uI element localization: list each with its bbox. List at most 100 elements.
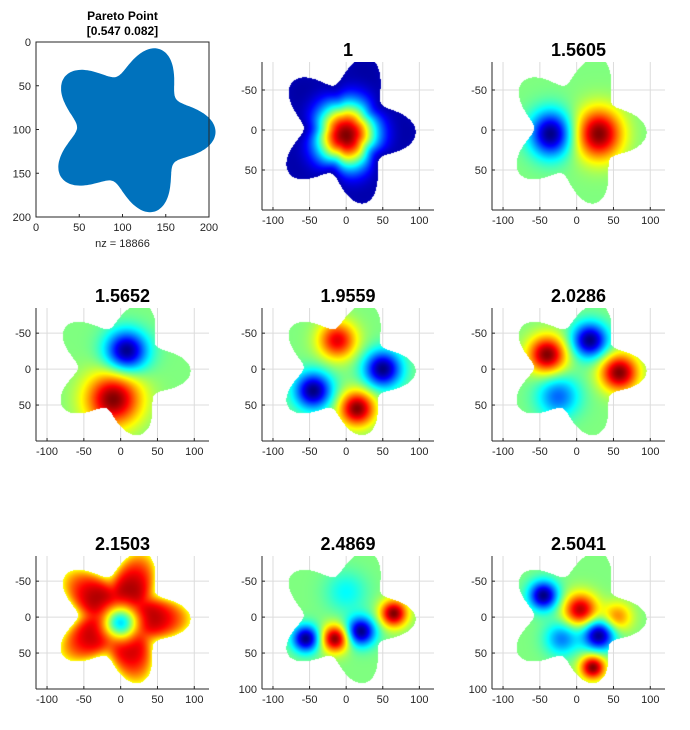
y-tick-label: -50: [471, 328, 487, 340]
panel-title: 2.1503: [95, 534, 150, 554]
y-tick-label: 50: [245, 648, 257, 660]
y-tick-label: -50: [15, 576, 31, 588]
mode-heatmap: [262, 62, 434, 210]
x-tick-label: 50: [377, 694, 389, 706]
subplot-4: -100 -50 0 50 100 -50 0 50 1.5652: [15, 286, 209, 458]
x-tick-label: -100: [492, 694, 514, 706]
y-tick-label: 0: [481, 364, 487, 376]
x-tick-label: 100: [410, 446, 428, 458]
x-tick-label: 0: [574, 446, 580, 458]
y-tick-label: 0: [25, 612, 31, 624]
x-tick-label: 50: [377, 215, 389, 227]
panel-title: 2.5041: [551, 534, 606, 554]
x-tick-label: 100: [641, 446, 659, 458]
y-tick-label: 0: [251, 364, 257, 376]
x-tick-label: -100: [36, 694, 58, 706]
y-tick-label: 0: [251, 612, 257, 624]
subplot-7: -100 -50 0 50 100 -50 0 50 2.1503: [15, 534, 209, 706]
x-tick-label: 50: [377, 446, 389, 458]
x-tick-label: -50: [302, 694, 318, 706]
subplot-3: -100 -50 0 50 100 -50 0 50 1.5605: [471, 40, 665, 227]
mode-heatmap: [36, 556, 209, 689]
y-tick-label: 50: [245, 165, 257, 177]
x-tick-label: 0: [343, 694, 349, 706]
mode-heatmap: [262, 308, 434, 441]
x-tick-label: -50: [532, 446, 548, 458]
y-tick-label: 0: [251, 125, 257, 137]
x-tick-label: 0: [574, 694, 580, 706]
y-tick-label: -50: [471, 85, 487, 97]
x-tick-label: -100: [492, 215, 514, 227]
subplot-5: -100 -50 0 50 100 -50 0 50 1.9559: [241, 286, 434, 458]
x-tick-label: 0: [343, 215, 349, 227]
y-tick-label: -50: [241, 576, 257, 588]
y-tick-label: 100: [469, 684, 487, 696]
y-tick-label: -50: [241, 85, 257, 97]
y-tick-label: 50: [19, 81, 31, 93]
y-tick-label: 0: [481, 125, 487, 137]
mode-heatmap: [492, 308, 665, 441]
y-tick-label: 0: [481, 612, 487, 624]
y-tick-label: 0: [25, 364, 31, 376]
y-tick-label: 0: [25, 37, 31, 49]
x-tick-label: -50: [302, 215, 318, 227]
spy-nonzero-region: [58, 48, 216, 213]
y-tick-label: 200: [13, 212, 31, 224]
x-tick-label: -100: [262, 215, 284, 227]
x-tick-label: 100: [641, 215, 659, 227]
y-tick-label: 50: [19, 648, 31, 660]
x-tick-label: -100: [262, 694, 284, 706]
x-tick-label: 0: [574, 215, 580, 227]
x-tick-label: -50: [302, 446, 318, 458]
subplot-9: -100 -50 0 50 100 -50 0 50 100 2.5041: [469, 534, 665, 706]
x-tick-label: 50: [607, 694, 619, 706]
mode-heatmap: [36, 308, 209, 441]
x-tick-label: 50: [607, 446, 619, 458]
x-tick-label: 0: [343, 446, 349, 458]
panel-title: 1: [343, 40, 353, 60]
x-tick-label: -100: [492, 446, 514, 458]
x-tick-label: 0: [118, 446, 124, 458]
x-tick-label: -50: [76, 446, 92, 458]
y-tick-label: 50: [475, 648, 487, 660]
mode-heatmap: [262, 556, 434, 689]
subplot-8: -100 -50 0 50 100 -50 0 50 100 2.4869: [239, 534, 434, 706]
y-tick-label: 50: [475, 400, 487, 412]
x-tick-label: 0: [33, 222, 39, 234]
x-tick-label: -50: [76, 694, 92, 706]
mode-heatmap: [492, 556, 665, 689]
x-tick-label: -100: [36, 446, 58, 458]
x-tick-label: 100: [410, 694, 428, 706]
x-tick-label: 50: [151, 446, 163, 458]
x-tick-label: 50: [607, 215, 619, 227]
y-tick-label: 150: [13, 168, 31, 180]
panel-title-line: Pareto Point: [87, 9, 158, 23]
y-tick-label: -50: [15, 328, 31, 340]
y-tick-label: 50: [245, 400, 257, 412]
y-tick-label: 100: [13, 125, 31, 137]
x-tick-label: -50: [532, 215, 548, 227]
panel-title: 1.5652: [95, 286, 150, 306]
x-tick-label: 100: [410, 215, 428, 227]
x-tick-label: 50: [73, 222, 85, 234]
x-tick-label: 100: [113, 222, 131, 234]
y-tick-label: -50: [471, 576, 487, 588]
subplot-2: -100 -50 0 50 100 -50 0 50 1: [241, 40, 434, 227]
x-tick-label: -50: [532, 694, 548, 706]
panel-title: 2.0286: [551, 286, 606, 306]
panel-title: 2.4869: [320, 534, 375, 554]
mode-heatmap: [492, 62, 665, 210]
x-tick-label: 100: [641, 694, 659, 706]
x-tick-label: 100: [185, 446, 203, 458]
x-tick-label: 100: [185, 694, 203, 706]
x-tick-label: 200: [200, 222, 218, 234]
y-tick-label: 50: [19, 400, 31, 412]
x-tick-label: 50: [151, 694, 163, 706]
x-axis-label: nz = 18866: [95, 238, 150, 250]
panel-title: 1.9559: [320, 286, 375, 306]
panel-title: 1.5605: [551, 40, 606, 60]
x-tick-label: 0: [118, 694, 124, 706]
x-tick-label: -100: [262, 446, 284, 458]
subplot-6: -100 -50 0 50 100 -50 0 50 2.0286: [471, 286, 665, 458]
